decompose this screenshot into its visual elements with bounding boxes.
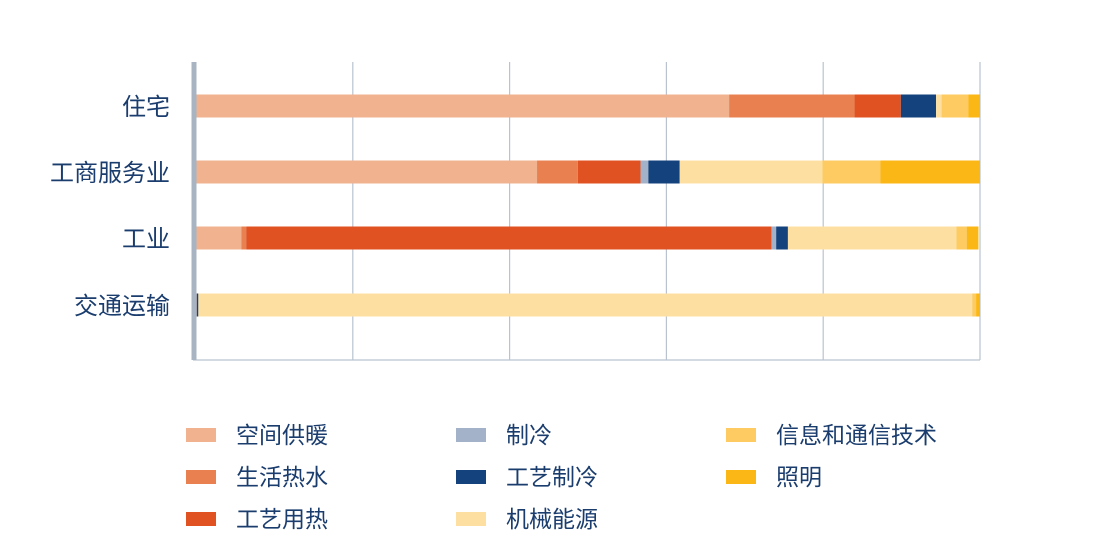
bar-segment-2-2 xyxy=(537,160,578,184)
bar-segment-3-8 xyxy=(966,226,979,250)
bar-segment-4-7 xyxy=(972,293,977,317)
bar-stack xyxy=(196,94,980,317)
legend-label-7: 信息和通信技术 xyxy=(776,423,937,449)
category-label-4: 交通运输 xyxy=(74,292,170,320)
category-label-1: 住宅 xyxy=(122,93,170,121)
legend-label-2: 生活热水 xyxy=(236,465,328,491)
legend-label-5: 工艺制冷 xyxy=(506,465,598,491)
bar-segment-2-7 xyxy=(822,160,881,184)
legend-swatch-7 xyxy=(726,428,756,442)
bar-segment-3-4 xyxy=(771,226,777,250)
legend-swatch-1 xyxy=(186,428,216,442)
bar-segment-1-5 xyxy=(900,94,937,118)
bar-segment-2-3 xyxy=(577,160,641,184)
legend-label-8: 照明 xyxy=(776,465,822,491)
legend-swatch-5 xyxy=(456,470,486,484)
bar-segment-3-7 xyxy=(956,226,967,250)
bar-segment-4-6 xyxy=(198,293,973,317)
bar-segment-1-1 xyxy=(196,94,730,118)
legend-swatch-6 xyxy=(456,512,486,526)
bar-segment-3-2 xyxy=(241,226,247,250)
legend-label-6: 机械能源 xyxy=(506,507,598,533)
bar-segment-1-8 xyxy=(968,94,980,118)
bar-segment-4-5 xyxy=(196,293,199,317)
legend-swatch-8 xyxy=(726,470,756,484)
category-label-2: 工商服务业 xyxy=(50,159,170,187)
legend-label-1: 空间供暖 xyxy=(236,423,328,449)
bar-segment-2-6 xyxy=(679,160,823,184)
bar-segment-3-5 xyxy=(776,226,788,250)
bar-segment-1-3 xyxy=(854,94,901,118)
legend-swatch-3 xyxy=(186,512,216,526)
bar-segment-2-8 xyxy=(880,160,980,184)
bar-segment-2-4 xyxy=(640,160,649,184)
bar-segment-1-2 xyxy=(729,94,855,118)
bar-segment-2-1 xyxy=(196,160,538,184)
legend-swatch-4 xyxy=(456,428,486,442)
bar-segment-3-3 xyxy=(246,226,772,250)
bar-segment-4-8 xyxy=(976,293,980,317)
bar-segment-3-6 xyxy=(787,226,957,250)
bar-segment-1-7 xyxy=(941,94,969,118)
category-label-3: 工业 xyxy=(122,225,170,253)
bar-segment-3-1 xyxy=(196,226,242,250)
legend-label-4: 制冷 xyxy=(506,423,552,449)
bar-segment-1-6 xyxy=(936,94,942,118)
bar-segment-2-5 xyxy=(648,160,680,184)
legend-label-3: 工艺用热 xyxy=(236,507,328,533)
legend-swatch-2 xyxy=(186,470,216,484)
